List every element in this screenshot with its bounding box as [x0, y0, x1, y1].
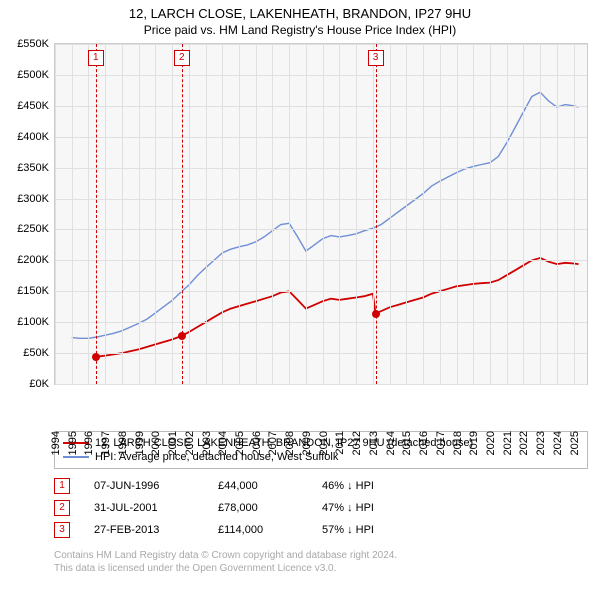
- x-tick-label: 2017: [435, 431, 447, 455]
- x-tick-label: 1998: [117, 431, 129, 455]
- event-price: £114,000: [218, 524, 298, 536]
- x-tick-label: 1995: [67, 431, 79, 455]
- x-tick-label: 2015: [401, 431, 413, 455]
- y-tick-label: £150K: [17, 285, 55, 297]
- x-tick-label: 1997: [100, 431, 112, 455]
- x-tick-label: 2004: [217, 431, 229, 455]
- footer-line-1: Contains HM Land Registry data © Crown c…: [54, 549, 588, 562]
- sale-marker-dot: [178, 332, 186, 340]
- x-tick-label: 2022: [518, 431, 530, 455]
- plot-area: £0K£50K£100K£150K£200K£250K£300K£350K£40…: [54, 43, 588, 385]
- sale-marker-box: 2: [174, 50, 190, 66]
- chart-title: 12, LARCH CLOSE, LAKENHEATH, BRANDON, IP…: [0, 0, 600, 21]
- sale-marker-line: [376, 44, 377, 384]
- x-tick-label: 2011: [334, 431, 346, 455]
- sale-events-table: 1 07-JUN-1996 £44,000 46% ↓ HPI 2 31-JUL-2001…: [54, 475, 588, 541]
- footer-line-2: This data is licensed under the Open Gov…: [54, 562, 588, 575]
- x-tick-label: 2023: [535, 431, 547, 455]
- x-tick-label: 2024: [552, 431, 564, 455]
- sale-marker-box: 1: [88, 50, 104, 66]
- x-tick-label: 2016: [418, 431, 430, 455]
- chart-subtitle: Price paid vs. HM Land Registry's House …: [0, 21, 600, 43]
- x-tick-label: 2025: [569, 431, 581, 455]
- event-date: 27-FEB-2013: [94, 524, 194, 536]
- x-tick-label: 2002: [184, 431, 196, 455]
- x-tick-label: 2014: [385, 431, 397, 455]
- sale-marker-dot: [92, 353, 100, 361]
- sale-marker-box: 3: [368, 50, 384, 66]
- x-tick-label: 2005: [234, 431, 246, 455]
- x-tick-label: 2010: [318, 431, 330, 455]
- x-tick-label: 2007: [267, 431, 279, 455]
- x-tick-label: 2008: [284, 431, 296, 455]
- x-tick-label: 1996: [83, 431, 95, 455]
- y-tick-label: £200K: [17, 254, 55, 266]
- event-price: £44,000: [218, 480, 298, 492]
- legend-swatch: [63, 456, 89, 458]
- chart-container: 12, LARCH CLOSE, LAKENHEATH, BRANDON, IP…: [0, 0, 600, 575]
- event-hpi-diff: 57% ↓ HPI: [322, 524, 588, 536]
- y-tick-label: £400K: [17, 131, 55, 143]
- y-tick-label: £0K: [29, 378, 55, 390]
- y-tick-label: £250K: [17, 223, 55, 235]
- x-tick-label: 2020: [485, 431, 497, 455]
- event-row: 1 07-JUN-1996 £44,000 46% ↓ HPI: [54, 475, 588, 497]
- event-number-box: 3: [54, 522, 70, 538]
- y-tick-label: £450K: [17, 100, 55, 112]
- event-number-box: 1: [54, 478, 70, 494]
- x-tick-label: 1994: [50, 431, 62, 455]
- event-hpi-diff: 46% ↓ HPI: [322, 480, 588, 492]
- x-tick-label: 2009: [301, 431, 313, 455]
- x-tick-label: 2006: [251, 431, 263, 455]
- event-hpi-diff: 47% ↓ HPI: [322, 502, 588, 514]
- x-tick-label: 2013: [368, 431, 380, 455]
- x-tick-label: 1999: [134, 431, 146, 455]
- y-tick-label: £50K: [23, 347, 55, 359]
- event-row: 3 27-FEB-2013 £114,000 57% ↓ HPI: [54, 519, 588, 541]
- x-tick-label: 2001: [167, 431, 179, 455]
- x-tick-label: 2000: [150, 431, 162, 455]
- x-tick-label: 2018: [452, 431, 464, 455]
- event-number-box: 2: [54, 500, 70, 516]
- event-price: £78,000: [218, 502, 298, 514]
- x-tick-label: 2003: [201, 431, 213, 455]
- sale-marker-line: [96, 44, 97, 384]
- x-axis-ticks: 1994199519961997199819992000200120022003…: [54, 385, 588, 425]
- y-tick-label: £350K: [17, 162, 55, 174]
- y-tick-label: £550K: [17, 38, 55, 50]
- x-tick-label: 2019: [468, 431, 480, 455]
- event-date: 07-JUN-1996: [94, 480, 194, 492]
- footer-attribution: Contains HM Land Registry data © Crown c…: [54, 549, 588, 575]
- y-tick-label: £100K: [17, 316, 55, 328]
- event-date: 31-JUL-2001: [94, 502, 194, 514]
- sale-marker-dot: [372, 310, 380, 318]
- y-tick-label: £300K: [17, 193, 55, 205]
- x-tick-label: 2012: [351, 431, 363, 455]
- event-row: 2 31-JUL-2001 £78,000 47% ↓ HPI: [54, 497, 588, 519]
- y-tick-label: £500K: [17, 69, 55, 81]
- x-tick-label: 2021: [502, 431, 514, 455]
